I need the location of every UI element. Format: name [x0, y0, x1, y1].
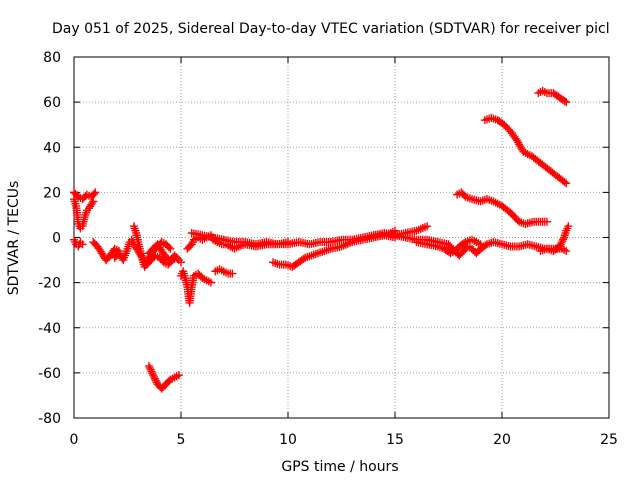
- data-point: [228, 269, 237, 278]
- series-track-l: [211, 265, 237, 278]
- y-tick-label: 40: [43, 140, 61, 156]
- data-point: [144, 362, 153, 371]
- data-point: [142, 259, 151, 268]
- data-point: [557, 238, 566, 247]
- x-tick-label: 15: [386, 432, 404, 448]
- y-tick-label: 20: [43, 185, 61, 201]
- data-point: [206, 278, 215, 287]
- data-point: [299, 254, 308, 263]
- data-point: [476, 240, 485, 249]
- data-point: [148, 369, 157, 378]
- data-point: [174, 371, 183, 380]
- data-point: [149, 371, 158, 380]
- x-tick-label: 10: [279, 432, 297, 448]
- series-track-a: [70, 188, 100, 204]
- data-point: [562, 179, 571, 188]
- series-track-c: [70, 235, 87, 251]
- y-axis-label: SDTVAR / TECUs: [6, 181, 22, 296]
- data-point: [564, 222, 573, 231]
- data-point: [560, 96, 569, 105]
- series-track-r: [480, 113, 571, 188]
- x-tick-label: 25: [600, 432, 618, 448]
- y-tick-label: 60: [43, 95, 61, 111]
- data-point: [144, 255, 153, 264]
- data-point: [562, 247, 571, 256]
- data-point: [542, 217, 551, 226]
- data-point: [555, 242, 564, 251]
- series-track-q: [453, 188, 551, 228]
- data-point: [151, 376, 160, 385]
- data-point: [164, 243, 173, 252]
- data-point: [284, 238, 292, 247]
- y-axis-ticks: -80 -60 -40 -20 0 20 40 60 80: [38, 50, 609, 427]
- data-point: [166, 244, 175, 253]
- y-tick-label: -80: [38, 411, 61, 427]
- data-point: [460, 239, 469, 248]
- x-tick-label: 5: [177, 432, 186, 448]
- chart-title: Day 051 of 2025, Sidereal Day-to-day VTE…: [52, 21, 610, 37]
- series-track-d: [89, 238, 123, 265]
- data-point: [89, 197, 98, 206]
- series-track-h: [144, 362, 183, 393]
- data-point: [173, 254, 182, 263]
- data-point: [481, 241, 490, 250]
- data-point: [559, 235, 568, 244]
- data-point: [146, 365, 155, 374]
- data-point: [78, 240, 87, 249]
- y-tick-label: -20: [38, 276, 61, 292]
- series-track-p: [412, 235, 485, 258]
- series-track-b: [70, 195, 98, 233]
- y-tick-label: 80: [43, 50, 61, 66]
- data-point: [423, 222, 432, 231]
- data-points: [70, 86, 573, 393]
- data-point: [562, 98, 571, 107]
- data-point: [88, 199, 97, 208]
- x-tick-label: 20: [493, 432, 511, 448]
- x-axis-ticks: 0 5 10 15 20 25: [70, 57, 618, 448]
- data-point: [556, 240, 565, 249]
- data-point: [145, 363, 154, 372]
- series-track-o: [391, 222, 432, 240]
- data-point: [147, 367, 156, 376]
- series-track-k: [187, 228, 292, 249]
- data-point: [141, 261, 150, 270]
- data-point: [150, 372, 159, 381]
- data-point: [143, 257, 152, 266]
- data-point: [150, 374, 159, 383]
- y-tick-label: -40: [38, 321, 61, 337]
- y-tick-label: 0: [52, 231, 61, 247]
- series-track-t: [536, 222, 573, 256]
- series-track-g: [144, 240, 185, 267]
- data-point: [89, 189, 98, 198]
- data-point: [558, 237, 567, 246]
- data-point: [177, 258, 185, 267]
- series-track-s: [534, 86, 571, 107]
- series-track-i: [177, 267, 215, 307]
- data-point: [560, 177, 569, 186]
- x-axis-label: GPS time / hours: [281, 459, 398, 475]
- y-tick-label: -60: [38, 366, 61, 382]
- x-tick-label: 0: [70, 432, 79, 448]
- data-point: [140, 262, 149, 271]
- series-track-n: [369, 228, 571, 260]
- data-point: [91, 188, 100, 197]
